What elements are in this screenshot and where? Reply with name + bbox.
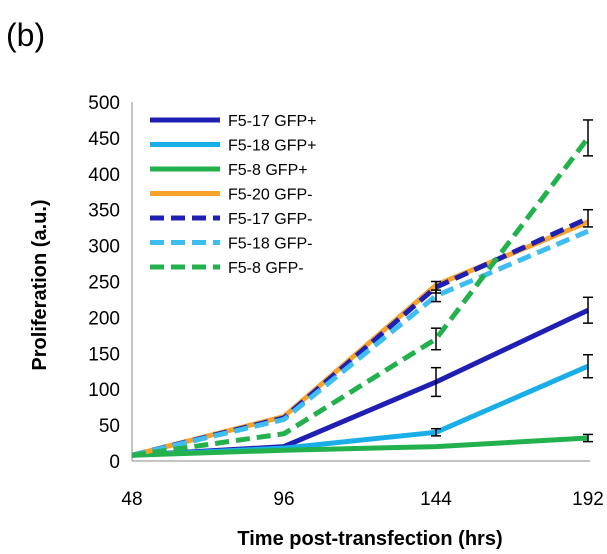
error-bar <box>583 296 593 324</box>
y-tick-label: 200 <box>88 308 120 329</box>
legend-label: F5-17 GFP+ <box>228 113 316 130</box>
y-tick-label: 50 <box>99 416 120 437</box>
legend-label: F5-18 GFP- <box>228 236 312 253</box>
series-line-5 <box>131 228 589 458</box>
y-tick-label: 300 <box>88 237 120 258</box>
legend-item: F5-17 GFP+ <box>150 113 316 130</box>
legend: F5-17 GFP+ F5-18 GFP+ F5-8 GFP+ F5-20 GFP- F… <box>150 113 316 277</box>
plot-area: 0 50 100 150 200 250 300 350 400 450 500 48 96 144 19… <box>88 93 604 510</box>
x-axis-title: Time post-transfection (hrs) <box>237 528 502 550</box>
legend-label: F5-17 GFP- <box>228 211 312 228</box>
legend-item: F5-17 GFP- <box>150 211 312 228</box>
legend-label: F5-8 GFP+ <box>228 162 308 179</box>
x-tick-label: 192 <box>572 489 604 510</box>
legend-item: F5-8 GFP+ <box>150 162 308 179</box>
legend-item: F5-20 GFP- <box>150 187 312 204</box>
x-tick-label: 48 <box>121 489 142 510</box>
y-tick-label: 150 <box>88 344 120 365</box>
panel-label: (b) <box>6 17 45 53</box>
error-bar <box>583 353 593 379</box>
y-tick-label: 0 <box>109 452 120 473</box>
legend-item: F5-18 GFP+ <box>150 138 316 155</box>
y-tick-label: 250 <box>88 273 120 294</box>
x-tick-label: 96 <box>273 489 294 510</box>
series-line-4 <box>131 216 590 458</box>
error-bar <box>431 289 441 303</box>
legend-label: F5-20 GFP- <box>228 187 312 204</box>
series-line-0 <box>131 307 590 458</box>
error-bar <box>583 119 593 157</box>
series-line-2 <box>131 435 589 458</box>
y-tick-label: 350 <box>88 201 120 222</box>
error-bar <box>431 427 441 437</box>
y-tick-labels: 0 50 100 150 200 250 300 350 400 450 500 <box>88 93 120 473</box>
legend-item: F5-18 GFP- <box>150 236 312 253</box>
error-bars <box>431 119 593 443</box>
x-tick-label: 144 <box>420 489 452 510</box>
legend-label: F5-8 GFP- <box>228 260 304 277</box>
legend-label: F5-18 GFP+ <box>228 138 316 155</box>
error-bar <box>431 327 441 351</box>
y-axis-title: Proliferation (a.u.) <box>29 199 51 370</box>
legend-item: F5-8 GFP- <box>150 260 304 277</box>
error-bar <box>431 366 441 398</box>
error-bar <box>583 208 593 228</box>
series-lines <box>131 136 590 458</box>
y-tick-label: 450 <box>88 129 120 150</box>
y-tick-label: 100 <box>88 380 120 401</box>
y-tick-label: 500 <box>88 93 120 114</box>
series-line-6 <box>131 136 590 458</box>
y-tick-label: 400 <box>88 165 120 186</box>
error-bar <box>583 433 593 443</box>
x-tick-labels: 48 96 144 192 <box>121 489 603 510</box>
series-line-3 <box>131 219 589 458</box>
